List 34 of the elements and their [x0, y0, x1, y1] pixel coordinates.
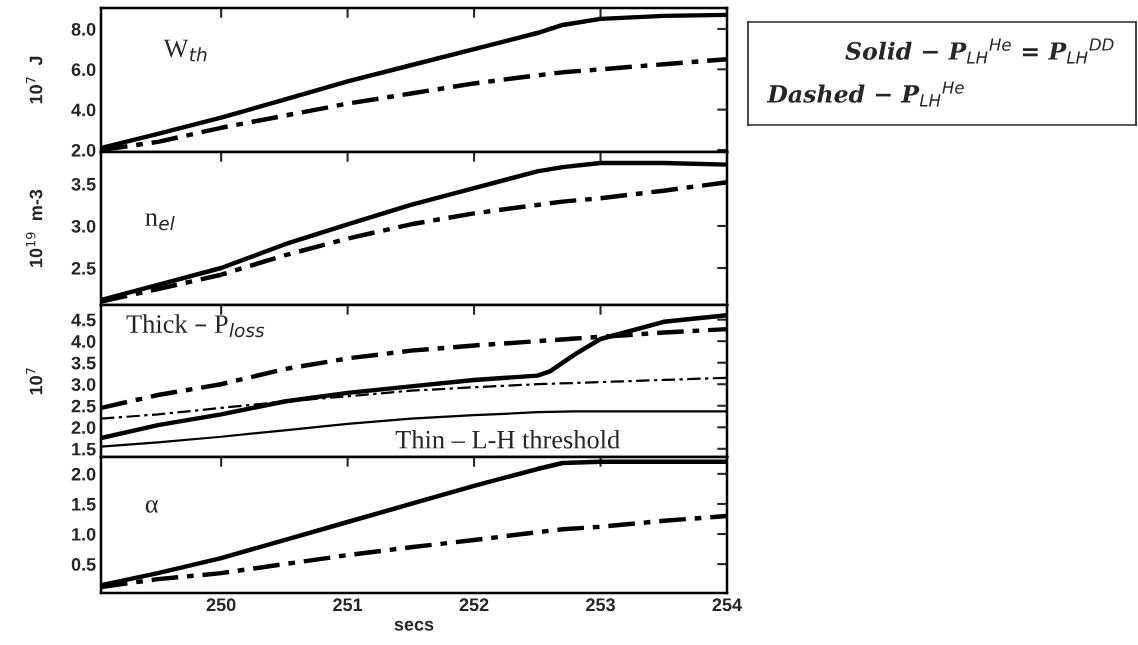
x-tick-label: 253 [586, 598, 615, 612]
y-tick-label: 8.0 [71, 22, 96, 36]
y-tick-label: 2.0 [71, 143, 96, 157]
y-tick-label: 4.0 [71, 335, 96, 348]
y-axis-title: 10$^{19}$ m-3 [25, 189, 43, 267]
y-tick-label: 0.5 [71, 558, 96, 571]
y-tick-label: 3.5 [71, 356, 96, 370]
annotation: Thick – P$_{loss}$ [126, 314, 265, 338]
text: Dashed − P$_{LH}$$^{He}$ [766, 81, 964, 107]
y-tick-label: 2.0 [71, 467, 96, 481]
text: Solid − P$_{LH}$$^{He}$ = P$_{LH}$$^{DD}$ [845, 38, 1114, 64]
annotation: Thin – L-H threshold [395, 430, 620, 449]
y-tick-label: 3.0 [71, 378, 96, 391]
y-tick-label: 3.5 [71, 177, 96, 191]
y-axis-title: 10$^{7}$ [26, 368, 43, 395]
y-tick-label: 2.0 [71, 421, 96, 435]
y-tick-label: 1.5 [72, 442, 96, 456]
y-tick-label: 4.5 [71, 313, 96, 327]
y-tick-label: 6.0 [71, 63, 96, 77]
y-tick-label: 1.0 [72, 527, 96, 541]
x-tick-label: 254 [712, 598, 742, 612]
y-tick-label: 2.5 [71, 399, 96, 413]
y-axis-title: 10$^{7}$ J [26, 56, 43, 104]
y-tick-label: 3.0 [71, 219, 96, 233]
annotation: α [145, 500, 159, 513]
x-axis-title: secs [394, 620, 434, 631]
y-tick-label: 4.0 [71, 103, 96, 117]
x-tick-label: 251 [333, 598, 363, 612]
x-tick-label: 250 [206, 598, 236, 612]
y-tick-label: 2.5 [71, 261, 96, 275]
annotation: n$_{el}$ [145, 213, 175, 231]
y-tick-label: 1.5 [72, 498, 96, 511]
x-tick-label: 252 [459, 598, 489, 612]
annotation: W$_{th}$ [163, 39, 207, 62]
